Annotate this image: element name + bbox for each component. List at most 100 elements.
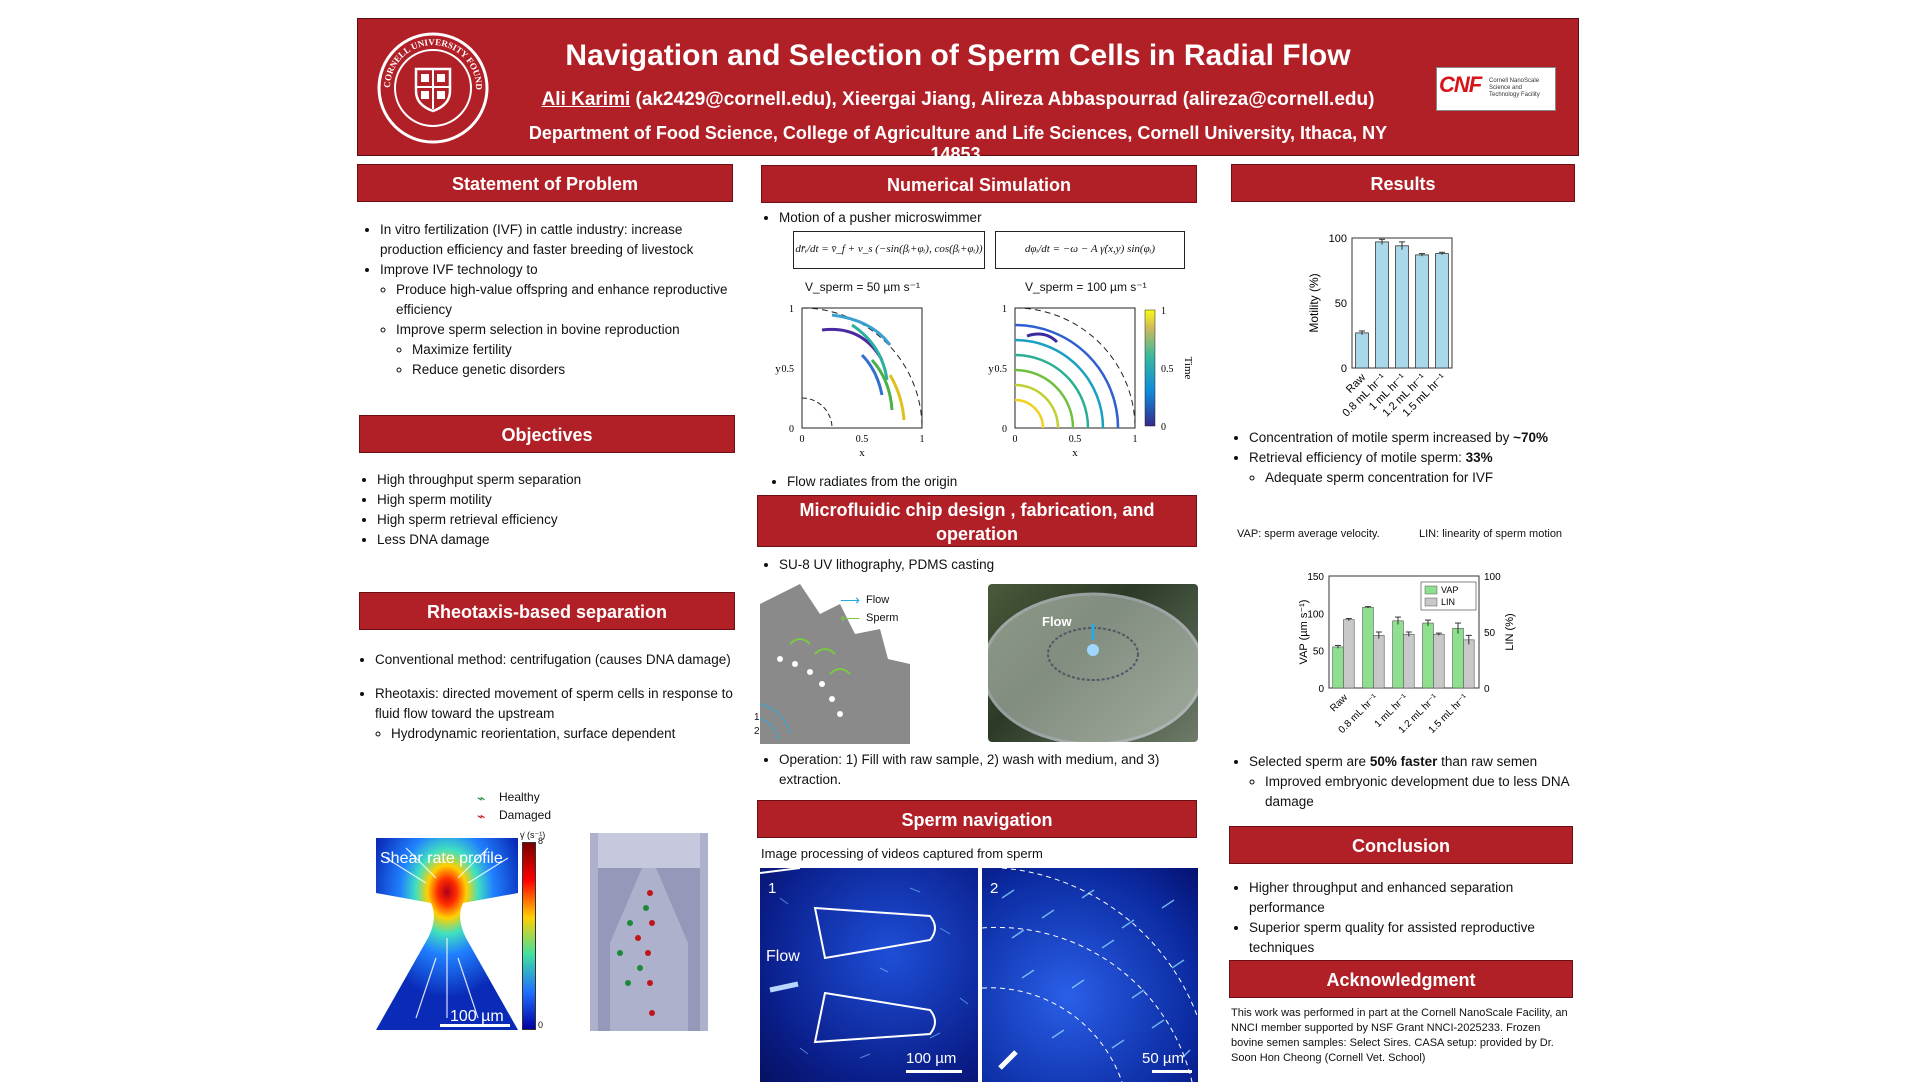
navigation-caption: Image processing of videos captured from…: [761, 846, 1043, 861]
conclusion-item: Superior sperm quality for assisted repr…: [1249, 918, 1575, 958]
motility-bar: [1355, 332, 1369, 369]
statement-heading: Statement of Problem: [357, 164, 733, 202]
colorbar-gradient: [522, 842, 536, 1030]
shear-rate-map: [376, 838, 518, 1030]
vap-y-tick-left: 150: [1307, 572, 1324, 583]
results-bullet: Selected sperm are 50% faster than raw s…: [1249, 752, 1575, 812]
statement-subbullet: Produce high-value offspring and enhance…: [396, 280, 732, 320]
results-subbullet: Adequate sperm concentration for IVF: [1265, 468, 1575, 488]
rheotaxis-bullets: Conventional method: centrifugation (cau…: [357, 650, 733, 744]
authors-rest: (ak2429@cornell.edu), Xieergai Jiang, Al…: [630, 89, 1375, 110]
motility-y-label: Motility (%): [1307, 273, 1321, 332]
chip-label-2: 2: [754, 726, 760, 737]
shear-scale-bar: [440, 1024, 510, 1027]
colorbar-min: 0: [538, 1020, 544, 1030]
svg-text:0.5: 0.5: [1069, 434, 1082, 445]
chip-operation-bullet: Operation: 1) Fill with raw sample, 2) w…: [761, 750, 1197, 790]
rheotaxis-bullet: Rheotaxis: directed movement of sperm ce…: [375, 684, 733, 744]
motility-y-tick: 0: [1341, 363, 1347, 375]
svg-text:0: 0: [800, 434, 805, 445]
cnf-logo-text: CNF: [1439, 72, 1482, 97]
chip-design-diagram: ⟶ Flow ⟵ Sperm 1 2: [754, 584, 920, 744]
svg-text:1: 1: [1161, 306, 1166, 317]
svg-text:1: 1: [789, 304, 794, 315]
vap-bar: [1452, 627, 1464, 689]
vap-bar: [1422, 622, 1434, 689]
equation-position: dr̄ᵢ/dt = v̄_f + v_s (−sin(βᵢ+φᵢ), cos(β…: [793, 231, 985, 269]
statement-subsubbullet: Reduce genetic disorders: [412, 360, 732, 380]
image1-scale-label: 100 µm: [906, 1050, 957, 1067]
department-line: Department of Food Science, College of A…: [528, 123, 1388, 164]
vap-y-label-right: LIN (%): [1504, 613, 1516, 650]
results-heading: Results: [1231, 164, 1575, 202]
plot1-ylabel: y: [775, 363, 781, 375]
motility-y-tick: 50: [1335, 298, 1347, 310]
rheotaxis-bullet: Conventional method: centrifugation (cau…: [375, 650, 733, 670]
main-author: Ali Karimi: [541, 89, 631, 110]
svg-text:0: 0: [1161, 422, 1166, 433]
svg-text:0.5: 0.5: [1161, 364, 1174, 375]
chip-legend-flow: Flow: [866, 594, 890, 606]
trajectory-plot-50: 1 0.5 0 0 0.5 1 x y: [775, 304, 924, 459]
vap-bar: [1362, 607, 1374, 689]
statement-bullet: Improve IVF technology to Produce high-v…: [380, 260, 732, 380]
vap-bar: [1332, 646, 1344, 689]
vap-legend-swatch: [1424, 585, 1438, 595]
acknowledgment-text: This work was performed in part at the C…: [1231, 1007, 1568, 1064]
navigation-heading: Sperm navigation: [757, 800, 1197, 838]
plot2-ylabel: y: [988, 363, 994, 375]
flow-arrow-icon: ⟶: [840, 592, 861, 608]
simulation-bullet-text: Motion of a pusher microswimmer: [779, 208, 1191, 228]
cornell-seal-logo: CORNELL UNIVERSITY FOUNDED A.D. 1865: [376, 31, 489, 144]
lin-bar: [1463, 639, 1475, 689]
lin-bar: [1343, 619, 1355, 689]
flow-origin-text: Flow radiates from the origin: [787, 472, 1189, 492]
results-bullets: Concentration of motile sperm increased …: [1231, 428, 1575, 488]
simulation-bullet: Motion of a pusher microswimmer: [761, 208, 1191, 228]
svg-text:0.5: 0.5: [782, 364, 795, 375]
svg-text:0: 0: [789, 424, 794, 435]
vap-y-tick-right: 100: [1484, 572, 1501, 583]
svg-text:0.5: 0.5: [995, 364, 1008, 375]
shear-rate-figure: Shear rate profile 100 µm: [376, 838, 518, 1030]
results-subbullet: Improved embryonic development due to le…: [1265, 772, 1575, 812]
trajectory-plot-100: 1 0.5 0 Time 1 0.5 0 0 0.5 1 x y: [988, 304, 1194, 459]
time-colorbar-label: Time: [1182, 357, 1194, 380]
rheotaxis-subbullet: Hydrodynamic reorientation, surface depe…: [391, 724, 733, 744]
svg-text:0.5: 0.5: [856, 434, 869, 445]
lin-bar: [1403, 633, 1415, 689]
vap-y-label-left: VAP (µm s⁻¹): [1298, 600, 1310, 665]
colorbar-max: 8: [538, 836, 544, 846]
plot1-xlabel: x: [859, 447, 865, 459]
lin-bar: [1373, 635, 1385, 689]
poster: CORNELL UNIVERSITY FOUNDED A.D. 1865 Nav…: [357, 18, 1579, 1082]
vap-y-tick-left: 50: [1313, 647, 1325, 658]
results-bullet: Concentration of motile sperm increased …: [1249, 428, 1575, 448]
statement-subsubbullet: Maximize fertility: [412, 340, 732, 360]
objective-item: High sperm retrieval efficiency: [377, 510, 729, 530]
vap-y-tick-left: 100: [1307, 609, 1324, 620]
navigation-image-1: 1 Flow 100 µm: [760, 868, 978, 1082]
results-bullet: Retrieval efficiency of motile sperm: 33…: [1249, 448, 1575, 488]
motility-bar: [1415, 254, 1429, 369]
conclusion-item: Higher throughput and enhanced separatio…: [1249, 878, 1575, 918]
statement-bullets: In vitro fertilization (IVF) in cattle i…: [362, 220, 732, 380]
chip-label-1: 1: [754, 712, 760, 723]
motility-bar: [1375, 241, 1389, 369]
shear-colorbar: γ̇ (s⁻¹) 8 0: [520, 830, 552, 1032]
simulation-heading: Numerical Simulation: [761, 165, 1197, 203]
cnf-logo: CNF Cornell NanoScale Science and Techno…: [1436, 67, 1556, 111]
objectives-heading: Objectives: [359, 415, 735, 453]
motility-bar: [1435, 253, 1449, 369]
legend-damaged: Damaged: [499, 808, 552, 822]
vap-x-tick: Raw: [1328, 692, 1350, 714]
chip-photo: Flow: [988, 584, 1198, 742]
svg-text:0: 0: [1002, 424, 1007, 435]
objective-item: Less DNA damage: [377, 530, 729, 550]
image1-scale-bar: [906, 1070, 962, 1073]
shear-scale-bar-label: 100 µm: [450, 1008, 504, 1025]
lin-bar: [1433, 633, 1445, 689]
lin-note: LIN: linearity of sperm motion: [1419, 528, 1563, 540]
